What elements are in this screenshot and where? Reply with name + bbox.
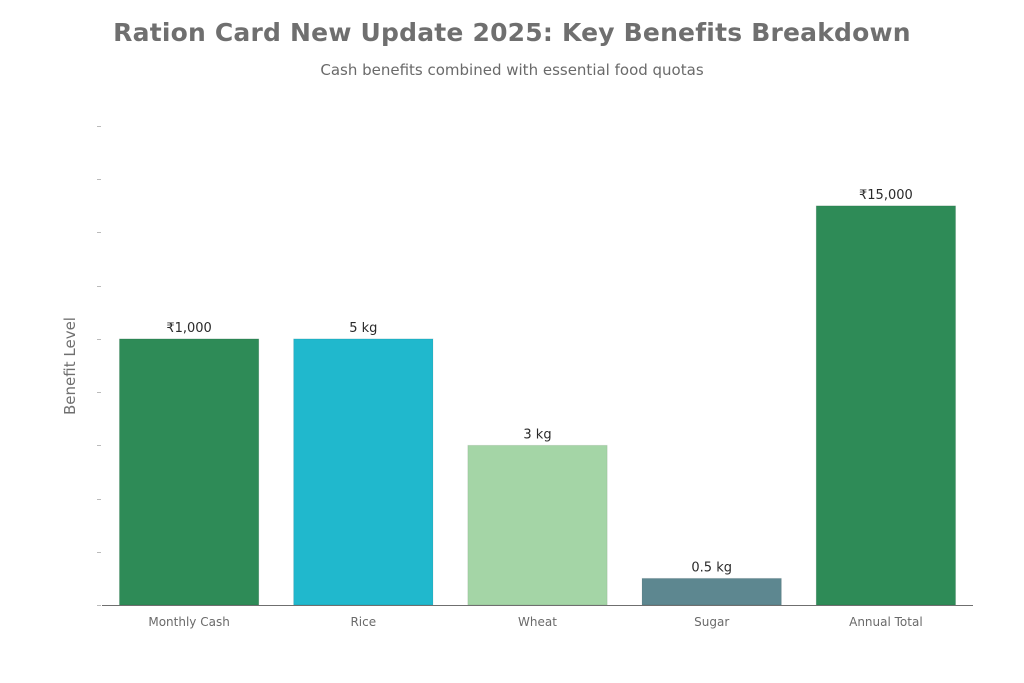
x-tick-label: Rice [350, 615, 376, 629]
bar-annual-total [815, 205, 957, 606]
chart-title: Ration Card New Update 2025: Key Benefit… [113, 18, 911, 47]
bar-rice [293, 338, 434, 606]
x-tick-label: Monthly Cash [148, 615, 229, 629]
bar-value-label: ₹1,000 [166, 321, 212, 336]
bar-wheat [467, 444, 608, 606]
chart-subtitle: Cash benefits combined with essential fo… [320, 61, 704, 79]
bar-sugar [641, 577, 782, 606]
x-tick-label: Annual Total [849, 615, 923, 629]
bar-value-label: 0.5 kg [691, 560, 732, 575]
x-tick-label: Sugar [694, 615, 729, 629]
bar-value-label: ₹15,000 [859, 188, 913, 203]
x-tick-label: Wheat [518, 615, 557, 629]
y-axis-label: Benefit Level [61, 317, 79, 415]
bar-monthly-cash [118, 338, 260, 606]
bar-value-label: 5 kg [349, 321, 377, 336]
bar-value-label: 3 kg [523, 427, 551, 442]
